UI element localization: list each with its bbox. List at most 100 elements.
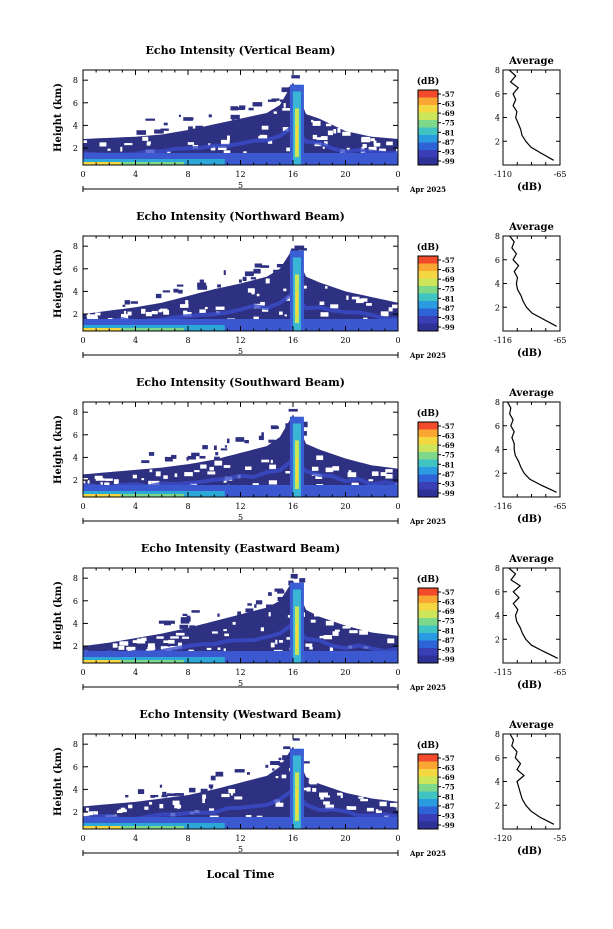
average-y-tick-label: 8 [495,398,500,407]
average-profile-line [506,401,557,493]
data-gap [93,811,99,815]
data-gap [188,649,194,653]
data-gap [132,474,137,479]
panel-title: Echo Intensity (Eastward Beam) [141,542,340,555]
data-gap [311,466,319,471]
x-tick-label: 12 [235,834,245,843]
data-gap [388,307,393,312]
data-gap [83,811,90,817]
average-y-tick-label: 8 [495,232,500,241]
data-gap [380,311,389,317]
echo-heatmap [82,738,401,829]
data-gap [309,646,313,650]
echo-fragment [197,282,207,288]
echo-fragment [252,102,263,107]
data-gap [385,474,393,479]
x-tick-label: 4 [133,170,138,179]
data-gap [112,643,118,648]
x-tick-label: 4 [133,668,138,677]
average-y-tick-label: 6 [495,754,500,763]
x-tick-label: 0 [80,336,85,345]
echo-fragment [248,107,254,111]
echo-fragment [272,768,275,771]
beam-panel: Echo Intensity (Northward Beam)0 4 8 12 16 20… [53,210,566,360]
data-gap [348,470,352,474]
data-gap [325,467,334,473]
data-gap [86,811,94,816]
echo-fragment [162,791,167,796]
data-gap [267,140,273,144]
data-gap [123,310,127,316]
colorbar-frame [417,421,439,498]
y-tick-label: 6 [73,99,78,108]
data-gap [141,478,145,481]
colorbar-swatch [418,422,438,430]
colorbar-frame [417,587,439,664]
echo-fragment [215,771,224,777]
colorbar-swatch [418,316,438,324]
data-gap [268,480,278,485]
echo-fragment [136,130,147,135]
echo-fragment [290,248,299,252]
echo-fragment [268,439,276,443]
colorbar-tick-label: -69 [442,607,455,616]
data-gap [252,483,259,486]
echo-fragment [186,457,189,461]
data-gap [211,631,218,634]
colorbar-swatch [418,588,438,596]
colorbar-tick-label: -87 [442,304,455,313]
colorbar-tick-label: -99 [442,821,455,830]
colorbar-frame [417,89,439,166]
data-gap [320,136,328,141]
data-gap [366,303,372,306]
data-gap [285,470,295,474]
x-tick-label: 8 [185,668,190,677]
echo-fragment [244,439,249,444]
data-gap [347,472,357,478]
echo-heatmap [82,408,404,497]
data-gap [312,788,317,792]
data-gap [128,804,133,809]
data-gap [202,798,205,804]
data-gap [184,472,193,477]
data-gap [362,144,367,148]
colorbar-tick-label: -81 [442,460,455,469]
colorbar-swatch [418,459,438,468]
data-gap [322,146,325,149]
x-axis-label: Local Time [207,868,275,881]
data-gap [224,633,230,637]
data-gap [327,130,333,136]
data-gap [273,111,277,114]
data-gap [261,125,269,130]
x-tick-label: 12 [235,170,245,179]
colorbar-swatch [418,105,438,113]
echo-fragment [161,795,168,798]
average-y-tick-label: 6 [495,422,500,431]
data-gap [158,309,163,313]
colorbar-tick-label: -87 [442,636,455,645]
x-tick-label: 8 [185,336,190,345]
x-tick-label: 4 [133,834,138,843]
data-gap [284,314,287,317]
boundary-layer [120,826,184,829]
data-gap [269,464,277,470]
panel-title: Echo Intensity (Westward Beam) [139,708,341,721]
colorbar-swatch [418,489,438,498]
data-gap [120,313,129,319]
convection-plume [295,291,298,317]
colorbar-tick-label: -81 [442,626,455,635]
data-gap [279,640,283,643]
x-tick-label: 4 [133,336,138,345]
day-label: 5 [238,181,243,190]
data-gap [265,278,270,284]
data-gap [342,626,351,629]
data-gap [312,120,321,126]
x-tick-label: 4 [133,502,138,511]
data-gap [104,478,113,481]
y-tick-label: 2 [73,642,78,651]
echo-fragment [155,293,162,299]
data-gap [346,295,349,300]
average-y-tick-label: 8 [495,564,500,573]
echo-fragment [217,284,221,288]
colorbar-swatch [418,444,438,453]
